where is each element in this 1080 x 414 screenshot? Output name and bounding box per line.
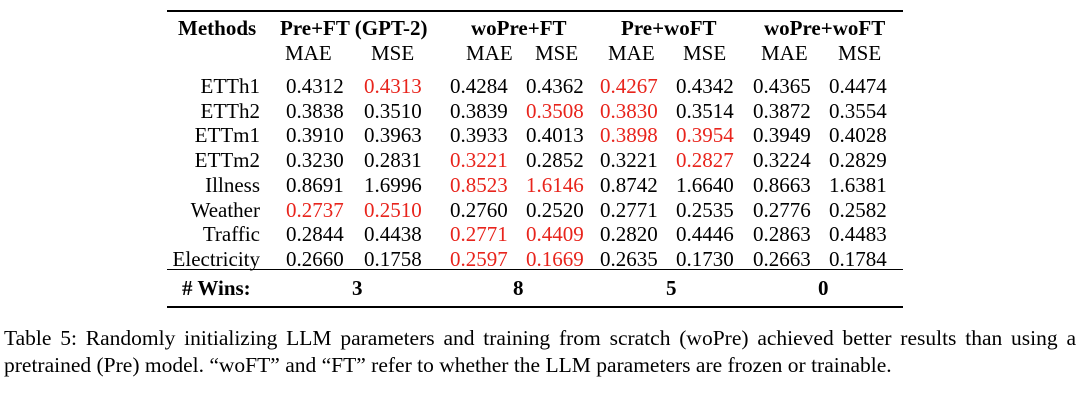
table-cell: 0.3221 [600, 148, 658, 173]
table-cell: 0.3830 [600, 98, 658, 123]
subheader-mse: MSE [838, 41, 882, 65]
table-cell: 0.4438 [364, 222, 422, 247]
table-cell: 0.8691 [286, 172, 344, 197]
table-cell: 0.1669 [526, 246, 584, 271]
table-bottom-rule [167, 306, 903, 308]
row-name: Traffic [202, 222, 260, 247]
table-cell: 0.2635 [600, 246, 658, 271]
table-cell: 0.4446 [676, 222, 734, 247]
table-cell: 0.2660 [286, 246, 344, 271]
table-cell: 0.3510 [364, 98, 422, 123]
subheader-mae: MAE [285, 41, 332, 65]
table-cell: 0.2582 [829, 197, 887, 222]
wins-pre-ft: 3 [352, 276, 363, 300]
table-cell: 0.8663 [753, 172, 811, 197]
table-cell: 0.2737 [286, 197, 344, 222]
subheader-mse: MSE [683, 41, 727, 65]
table-cell: 0.3230 [286, 148, 344, 173]
table-cell: 0.3933 [450, 123, 508, 148]
table-cell: 0.2535 [676, 197, 734, 222]
table-cell: 0.4313 [364, 74, 422, 98]
table-cell: 0.4013 [526, 123, 584, 148]
table-cell: 1.6381 [829, 172, 887, 197]
table-cell: 0.4284 [450, 74, 508, 98]
wins-wopre-ft: 8 [513, 276, 524, 300]
table-cell: 0.2771 [450, 222, 508, 247]
wins-wopre-woft: 0 [818, 276, 829, 300]
table-cell: 0.2776 [753, 197, 811, 222]
table-cell: 0.4267 [600, 74, 658, 98]
table-cell: 0.2829 [829, 148, 887, 173]
table-cell: 0.3954 [676, 123, 734, 148]
group-header-wopre-woft: woPre+woFT [764, 16, 886, 40]
row-name: Electricity [172, 246, 260, 271]
table-cell: 0.3221 [450, 148, 508, 173]
table-cell: 0.4342 [676, 74, 734, 98]
row-name: ETTm1 [194, 123, 260, 148]
row-name: Weather [190, 197, 260, 222]
table-cell: 0.3839 [450, 98, 508, 123]
methods-header: Methods [178, 16, 257, 40]
table-cell: 0.4365 [753, 74, 811, 98]
table-cell: 0.4362 [526, 74, 584, 98]
table-cell: 0.3898 [600, 123, 658, 148]
table-cell: 0.2597 [450, 246, 508, 271]
subheader-mse: MSE [371, 41, 415, 65]
row-name: ETTh1 [200, 74, 260, 98]
table-cell: 0.3554 [829, 98, 887, 123]
table-cell: 0.1730 [676, 246, 734, 271]
table-cell: 0.3508 [526, 98, 584, 123]
table-cell: 0.1784 [829, 246, 887, 271]
table-cell: 0.4028 [829, 123, 887, 148]
table-cell: 0.2520 [526, 197, 584, 222]
table-cell: 0.2820 [600, 222, 658, 247]
group-header-pre-woft: Pre+woFT [621, 16, 717, 40]
wins-pre-woft: 5 [666, 276, 677, 300]
table-cell: 0.2863 [753, 222, 811, 247]
table-cell: 0.3963 [364, 123, 422, 148]
table-cell: 0.8742 [600, 172, 658, 197]
table-cell: 1.6146 [526, 172, 584, 197]
group-header-wopre-ft: woPre+FT [471, 16, 567, 40]
row-name: ETTh2 [200, 98, 260, 123]
table-cell: 0.2852 [526, 148, 584, 173]
subheader-mae: MAE [761, 41, 808, 65]
table-cell: 0.2510 [364, 197, 422, 222]
table-cell: 0.8523 [450, 172, 508, 197]
table-cell: 0.2663 [753, 246, 811, 271]
table-cell: 0.3910 [286, 123, 344, 148]
table-cell: 0.4483 [829, 222, 887, 247]
table-cell: 0.3872 [753, 98, 811, 123]
table-cell: 0.2831 [364, 148, 422, 173]
table-cell: 0.2844 [286, 222, 344, 247]
table-top-rule [167, 10, 903, 12]
table-cell: 0.1758 [364, 246, 422, 271]
table-mid-rule [167, 269, 903, 270]
row-name: Illness [205, 172, 260, 197]
table-cell: 0.3949 [753, 123, 811, 148]
subheader-mae: MAE [608, 41, 655, 65]
table-cell: 0.4312 [286, 74, 344, 98]
table-cell: 0.4474 [829, 74, 887, 98]
table-cell: 0.3514 [676, 98, 734, 123]
table-cell: 0.2760 [450, 197, 508, 222]
table-cell: 1.6996 [364, 172, 422, 197]
table-cell: 0.3838 [286, 98, 344, 123]
table-cell: 0.2771 [600, 197, 658, 222]
table-caption: Table 5: Randomly initializing LLM param… [4, 326, 1076, 377]
row-name: ETTm2 [194, 148, 260, 173]
table-cell: 0.2827 [676, 148, 734, 173]
table-cell: 0.3224 [753, 148, 811, 173]
table-cell: 1.6640 [676, 172, 734, 197]
subheader-mse: MSE [535, 41, 579, 65]
subheader-mae: MAE [466, 41, 513, 65]
wins-label: # Wins: [182, 276, 251, 300]
group-header-pre-ft: Pre+FT (GPT-2) [280, 16, 428, 40]
table-cell: 0.4409 [526, 222, 584, 247]
